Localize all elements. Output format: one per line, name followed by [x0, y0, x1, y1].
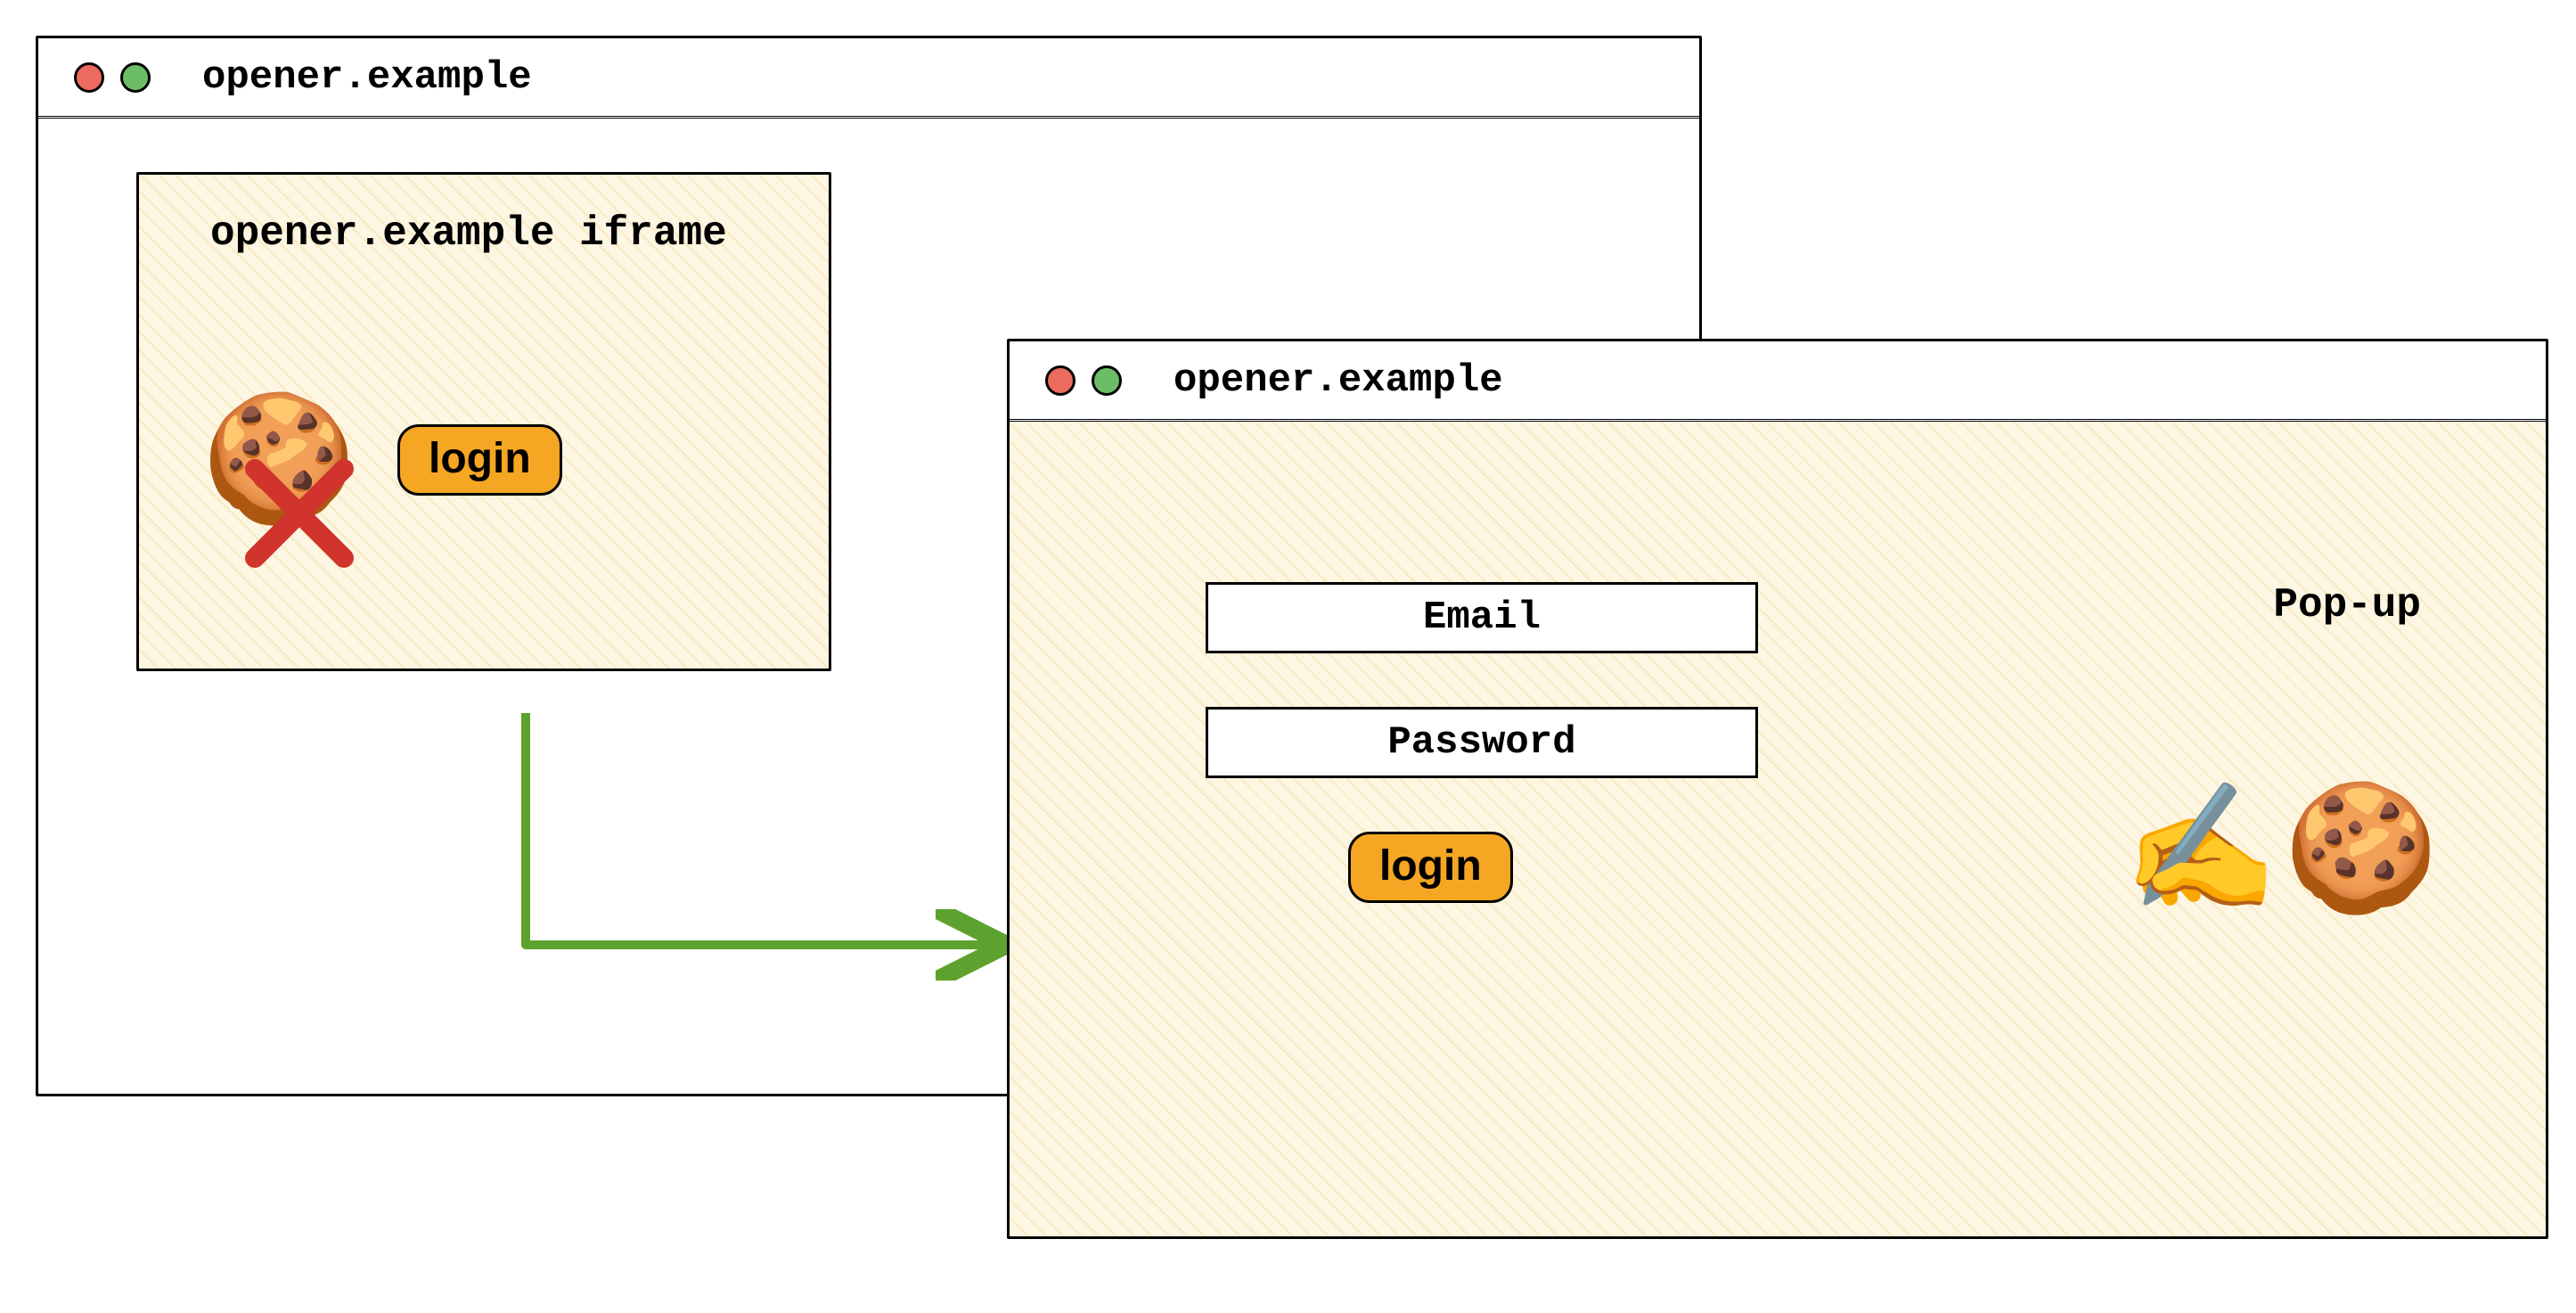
writing-hand-icon: ✍️	[2123, 796, 2278, 921]
cookie-icon: 🍪	[201, 406, 356, 531]
minimize-dot-icon[interactable]	[120, 62, 151, 93]
close-dot-icon[interactable]	[1045, 365, 1075, 396]
minimize-dot-icon[interactable]	[1092, 365, 1122, 396]
popup-login-button[interactable]: login	[1348, 832, 1513, 903]
close-dot-icon[interactable]	[74, 62, 104, 93]
opener-address: opener.example	[202, 55, 532, 100]
cookie-icon: 🍪	[2284, 796, 2439, 921]
popup-titlebar: opener.example	[1010, 341, 2546, 422]
iframe-title: opener.example iframe	[210, 210, 727, 257]
opener-titlebar: opener.example	[38, 38, 1699, 119]
iframe-login-button[interactable]: login	[397, 424, 562, 496]
popup-address: opener.example	[1174, 358, 1503, 403]
email-field[interactable]: Email	[1206, 582, 1758, 653]
popup-label: Pop-up	[2273, 582, 2421, 628]
popup-content: Pop-up Email Password login ✍️ 🍪	[1010, 422, 2546, 1236]
password-field[interactable]: Password	[1206, 707, 1758, 778]
popup-browser-window: opener.example Pop-up Email Password log…	[1007, 339, 2548, 1239]
opener-iframe: opener.example iframe 🍪 login	[136, 172, 831, 671]
